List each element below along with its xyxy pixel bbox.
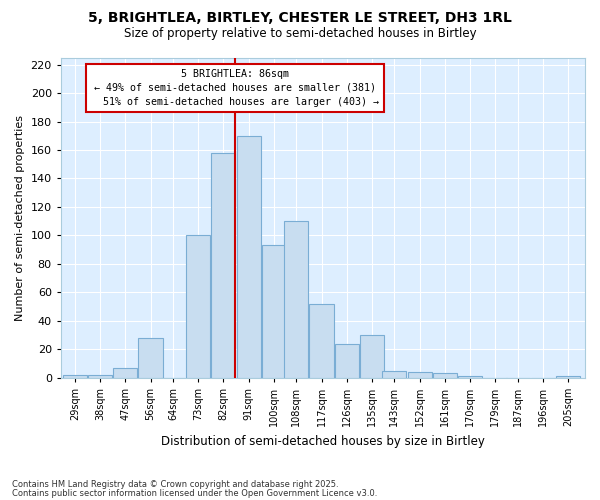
Bar — [360, 335, 384, 378]
Text: Contains HM Land Registry data © Crown copyright and database right 2025.: Contains HM Land Registry data © Crown c… — [12, 480, 338, 489]
Bar — [88, 375, 112, 378]
Text: Contains public sector information licensed under the Open Government Licence v3: Contains public sector information licen… — [12, 488, 377, 498]
Bar — [139, 338, 163, 378]
Bar — [310, 304, 334, 378]
Bar — [556, 376, 580, 378]
Bar — [63, 375, 87, 378]
Bar — [335, 344, 359, 378]
Bar — [407, 372, 431, 378]
Bar — [113, 368, 137, 378]
Bar — [458, 376, 482, 378]
Text: 5, BRIGHTLEA, BIRTLEY, CHESTER LE STREET, DH3 1RL: 5, BRIGHTLEA, BIRTLEY, CHESTER LE STREET… — [88, 11, 512, 25]
X-axis label: Distribution of semi-detached houses by size in Birtley: Distribution of semi-detached houses by … — [161, 434, 485, 448]
Y-axis label: Number of semi-detached properties: Number of semi-detached properties — [15, 114, 25, 320]
Bar — [186, 236, 210, 378]
Bar — [211, 153, 235, 378]
Bar — [382, 370, 406, 378]
Bar — [262, 246, 286, 378]
Text: 5 BRIGHTLEA: 86sqm
← 49% of semi-detached houses are smaller (381)
  51% of semi: 5 BRIGHTLEA: 86sqm ← 49% of semi-detache… — [91, 69, 379, 107]
Bar — [236, 136, 260, 378]
Bar — [284, 221, 308, 378]
Bar — [433, 374, 457, 378]
Text: Size of property relative to semi-detached houses in Birtley: Size of property relative to semi-detach… — [124, 28, 476, 40]
